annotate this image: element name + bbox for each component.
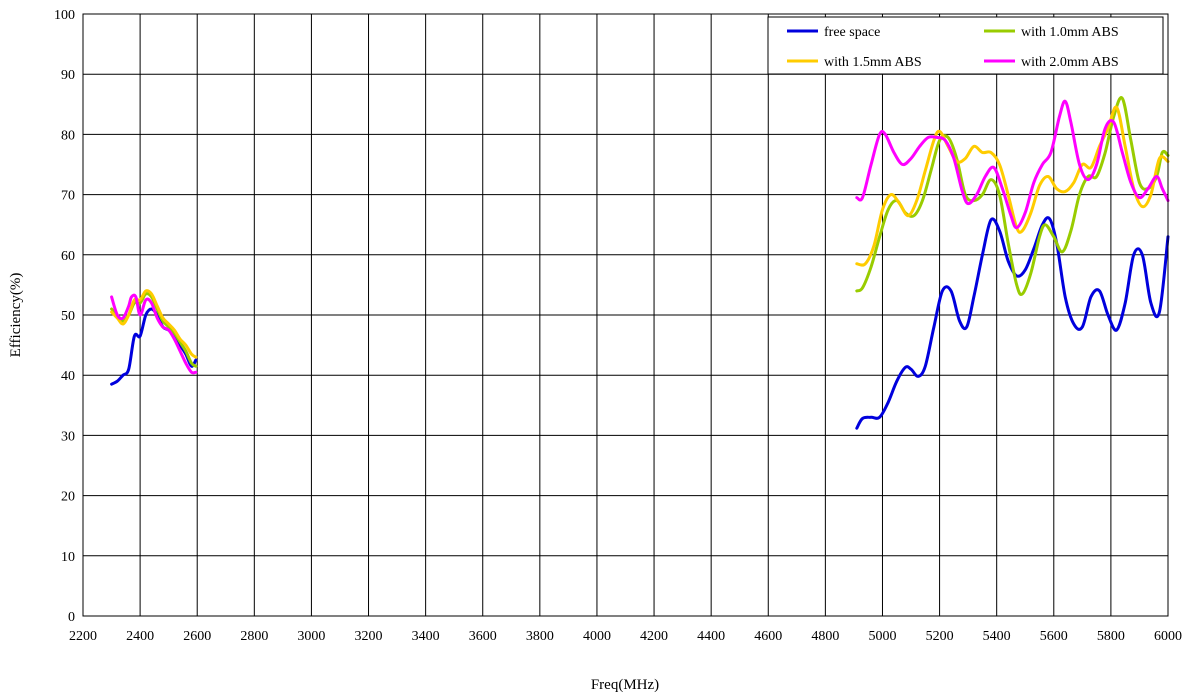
x-tick-label: 4400 <box>697 629 725 644</box>
series-line-with-2-0mm-abs <box>855 99 1170 230</box>
legend-label-1-5mm: with 1.5mm ABS <box>824 55 922 70</box>
x-tick-labels: 2200 2400 2600 2800 3000 3200 3400 3600 3800 4000… <box>69 629 1182 644</box>
x-tick-label: 2200 <box>69 629 97 644</box>
legend-label-free-space: free space <box>824 25 880 40</box>
x-tick-label: 2400 <box>126 629 154 644</box>
legend-label-2mm: with 2.0mm ABS <box>1021 55 1119 70</box>
x-tick-label: 3800 <box>526 629 554 644</box>
y-tick-label: 20 <box>61 490 75 505</box>
x-tick-label: 5200 <box>926 629 954 644</box>
x-tick-label: 3200 <box>355 629 383 644</box>
legend-box <box>767 16 1164 75</box>
x-tick-label: 2800 <box>240 629 268 644</box>
x-tick-label: 3600 <box>469 629 497 644</box>
y-tick-label: 30 <box>61 429 75 444</box>
x-axis-title: Freq(MHz) <box>591 677 659 693</box>
y-tick-label: 90 <box>61 68 75 83</box>
series-lines <box>110 96 1170 430</box>
x-tick-label: 5800 <box>1097 629 1125 644</box>
x-tick-label: 3000 <box>297 629 325 644</box>
y-axis-title: Efficiency(%) <box>8 273 24 358</box>
y-tick-label: 0 <box>68 610 75 625</box>
y-tick-label: 70 <box>61 189 75 204</box>
x-tick-label: 5000 <box>868 629 896 644</box>
y-tick-label: 100 <box>54 8 75 23</box>
x-tick-label: 5400 <box>983 629 1011 644</box>
x-tick-label: 4000 <box>583 629 611 644</box>
legend-label-1mm: with 1.0mm ABS <box>1021 25 1119 40</box>
x-tick-label: 4200 <box>640 629 668 644</box>
x-tick-label: 6000 <box>1154 629 1182 644</box>
series-line-with-2-0mm-abs <box>110 293 198 375</box>
x-tick-label: 5600 <box>1040 629 1068 644</box>
y-tick-label: 60 <box>61 249 75 264</box>
series-line-with-1-5mm-abs <box>110 289 198 359</box>
y-tick-label: 40 <box>61 369 75 384</box>
y-tick-label: 80 <box>61 128 75 143</box>
y-tick-label: 10 <box>61 550 75 565</box>
y-tick-label: 50 <box>61 309 75 324</box>
x-tick-label: 4800 <box>811 629 839 644</box>
plot-border <box>82 13 1169 617</box>
legend: free space with 1.0mm ABS with 1.5mm ABS… <box>767 16 1164 75</box>
x-tick-label: 2600 <box>183 629 211 644</box>
x-tick-label: 3400 <box>412 629 440 644</box>
series-line-free-space <box>855 216 1170 430</box>
y-tick-labels: 0 10 20 30 40 50 60 70 80 90 100 <box>54 8 75 625</box>
series-line-with-1-5mm-abs <box>855 105 1170 267</box>
x-tick-label: 4600 <box>754 629 782 644</box>
